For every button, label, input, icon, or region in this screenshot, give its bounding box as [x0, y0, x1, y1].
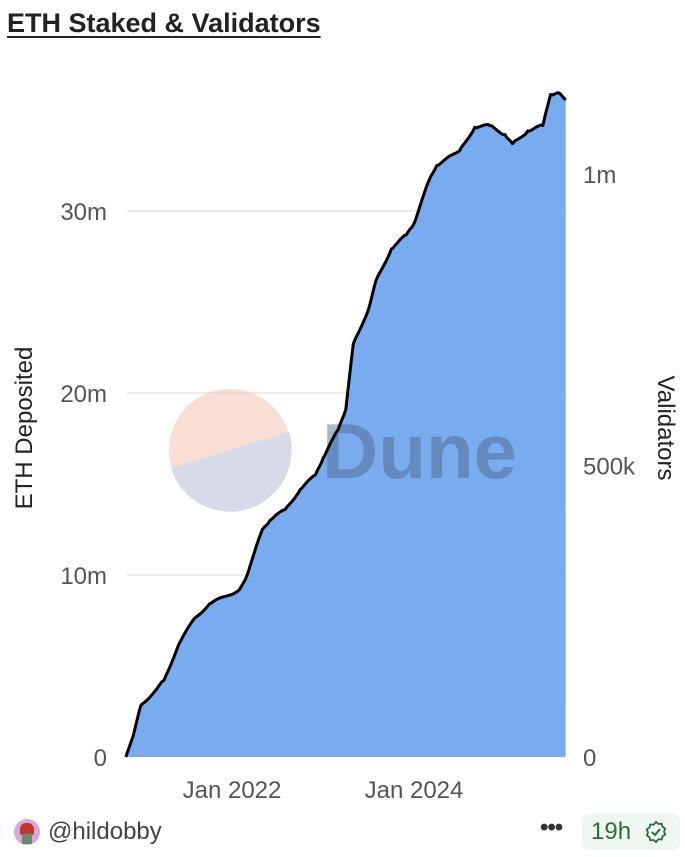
y2-tick-label: 1m — [583, 162, 616, 189]
y-axis-label: ETH Deposited — [11, 347, 38, 510]
eth-deposited-area — [125, 92, 566, 757]
y-tick-label: 20m — [60, 381, 107, 408]
verified-check-icon — [645, 820, 667, 844]
x-tick-label: Jan 2024 — [365, 777, 464, 804]
user-avatar[interactable] — [14, 819, 40, 845]
y-tick-label: 0 — [94, 745, 107, 772]
y-tick-label: 30m — [60, 199, 107, 226]
chart: Dune 0 10m 20m 30m 0 500k 1m Jan 2022 Jan 2024 E… — [11, 91, 679, 804]
more-dots-icon[interactable]: ••• — [540, 814, 563, 841]
age-label: 19h — [591, 818, 632, 845]
chart-title[interactable]: ETH Staked & Validators — [7, 8, 321, 38]
freshness-badge[interactable]: 19h — [582, 814, 680, 850]
y2-tick-label: 500k — [583, 454, 636, 481]
dune-logo-lower — [171, 432, 292, 512]
y2-tick-label: 0 — [583, 745, 596, 772]
y2-axis-label: Validators — [652, 376, 679, 481]
author-link[interactable]: @hildobby — [48, 818, 162, 845]
dune-watermark — [169, 389, 292, 512]
y-tick-label: 10m — [60, 563, 107, 590]
x-tick-label: Jan 2022 — [183, 777, 282, 804]
dune-watermark-text: Dune — [322, 407, 517, 495]
footer: @hildobby ••• 19h — [0, 812, 685, 852]
validators-line — [124, 91, 567, 758]
